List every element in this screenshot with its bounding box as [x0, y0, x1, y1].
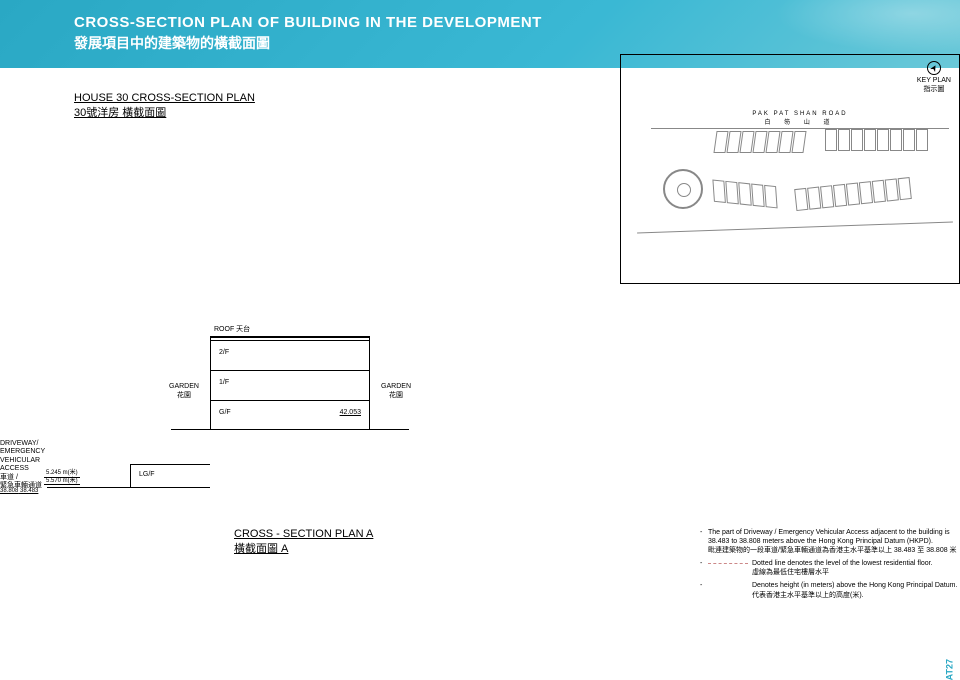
- roundabout-icon: [663, 169, 703, 209]
- note-2: Dotted line denotes the level of the low…: [700, 559, 960, 577]
- roof-label: ROOF 天台: [214, 324, 250, 334]
- key-plan-label: KEY PLAN 指示圖: [917, 61, 951, 94]
- dimensions: 5.245 m(米)5.570 m(米): [44, 470, 80, 485]
- content: HOUSE 30 CROSS-SECTION PLAN 30號洋房 橫截面圖 K…: [0, 68, 960, 120]
- note-3: Denotes height (in meters) above the Hon…: [700, 581, 960, 599]
- section-title: CROSS - SECTION PLAN A橫截面圖 A: [234, 528, 373, 556]
- lower-ground: LG/F: [130, 464, 210, 488]
- driveway-label: DRIVEWAY/EMERGENCYVEHICULARACCESS車道 /緊急車…: [0, 440, 45, 490]
- north-icon: [927, 61, 941, 75]
- garden-right: GARDEN花園: [381, 383, 411, 400]
- header-title-cn: 發展項目中的建築物的橫截面圖: [74, 33, 886, 53]
- road-label: PAK PAT SHAN ROAD 白 笏 山 道: [651, 111, 949, 112]
- building-outline: 2/F 1/F G/F 42.053 GARDEN花園 GARDEN花園: [210, 336, 370, 430]
- subtitle-cn: 30號洋房 橫截面圖: [74, 107, 166, 119]
- note-1: The part of Driveway / Emergency Vehicul…: [700, 528, 960, 555]
- header-title-en: CROSS-SECTION PLAN OF BUILDING IN THE DE…: [74, 14, 886, 31]
- datum-levels: 38.808 38.483: [0, 488, 38, 494]
- legend-notes: The part of Driveway / Emergency Vehicul…: [700, 528, 960, 604]
- site-plan: [645, 127, 951, 267]
- garden-left: GARDEN花園: [169, 383, 199, 400]
- page-number: AT27: [944, 659, 954, 680]
- gf-level: 42.053: [340, 409, 361, 416]
- subtitle-en: HOUSE 30 CROSS-SECTION PLAN: [74, 92, 255, 104]
- key-plan: KEY PLAN 指示圖 PAK PAT SHAN ROAD 白 笏 山 道: [620, 54, 960, 284]
